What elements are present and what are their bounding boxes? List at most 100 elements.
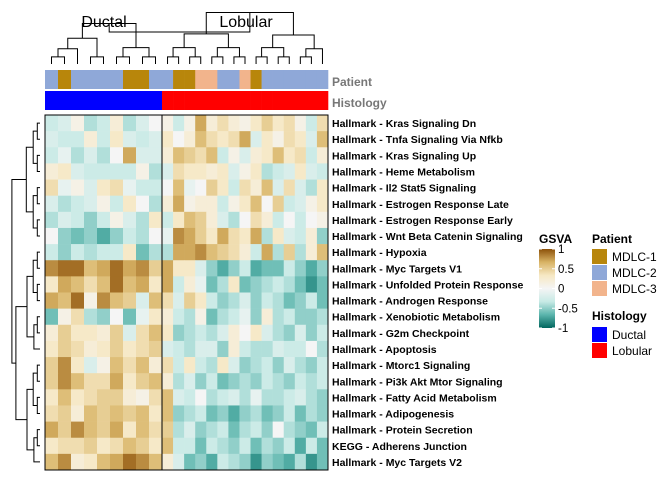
heatmap-cell <box>206 421 218 439</box>
heatmap-cell <box>123 244 137 261</box>
dendrogram-branch <box>211 56 224 64</box>
heatmap-cell <box>250 340 262 358</box>
heatmap-cell <box>162 115 174 132</box>
heatmap-cell <box>239 195 251 213</box>
patient-annotation-cell <box>162 70 174 89</box>
heatmap-cell <box>217 453 229 471</box>
dendrogram-branch <box>36 429 40 447</box>
heatmap-cell <box>97 227 111 245</box>
heatmap-cell <box>162 437 174 455</box>
heatmap-cell <box>305 163 318 180</box>
heatmap-cell <box>228 437 240 455</box>
heatmap-cell <box>294 179 307 196</box>
heatmap-cell <box>184 179 196 196</box>
heatmap-cell <box>45 437 59 455</box>
dendrogram-branch <box>15 306 27 421</box>
histology-annotation-cell <box>316 91 329 110</box>
heatmap-cell <box>123 163 137 180</box>
heatmap-cell <box>261 340 273 358</box>
heatmap-cell <box>110 308 124 326</box>
heatmap-cell <box>228 131 240 148</box>
dendrogram-branch <box>32 130 38 164</box>
heatmap-cell <box>316 437 329 455</box>
dendrogram-branch <box>36 283 40 302</box>
heatmap-cell <box>195 131 207 148</box>
dendrogram-branch <box>183 33 229 48</box>
heatmap-cell <box>250 437 262 455</box>
heatmap-cell <box>110 260 124 277</box>
heatmap-cell <box>136 373 150 390</box>
heatmap-cell <box>316 131 329 148</box>
heatmap-cell <box>110 115 124 132</box>
heatmap-cell <box>45 340 59 358</box>
heatmap-cell <box>272 421 285 439</box>
heatmap-cell <box>250 163 262 180</box>
heatmap-cell <box>217 115 229 132</box>
heatmap-cell <box>228 373 240 390</box>
heatmap-cell <box>228 227 240 245</box>
heatmap-cell <box>84 211 98 229</box>
patient-annotation-cell <box>316 70 329 89</box>
heatmap-cell <box>305 324 318 342</box>
heatmap-cell <box>149 163 163 180</box>
dendrogram-branch <box>167 56 180 64</box>
dendrogram-branch <box>108 12 251 33</box>
heatmap-cell <box>272 163 285 180</box>
histology-legend-label: Ductal <box>612 328 646 342</box>
heatmap-cell <box>84 324 98 342</box>
patient-annotation-cell <box>195 70 207 89</box>
histology-annotation-cell <box>195 91 207 110</box>
heatmap-cell <box>173 340 185 358</box>
row-label: Hallmark - Kras Signaling Dn <box>332 118 476 130</box>
heatmap-cell <box>239 260 251 277</box>
heatmap-cell <box>305 340 318 358</box>
heatmap-cell <box>261 195 273 213</box>
heatmap-cell <box>316 195 329 213</box>
heatmap-cell <box>294 260 307 277</box>
heatmap-cell <box>239 357 251 374</box>
heatmap-cell <box>261 357 273 374</box>
heatmap-cell <box>97 292 111 309</box>
heatmap-cell <box>136 405 150 422</box>
heatmap-cell <box>45 292 59 309</box>
heatmap-cell <box>123 115 137 132</box>
heatmap-cell <box>97 195 111 213</box>
heatmap-cell <box>206 373 218 390</box>
row-label: Hallmark - Tnfa Signaling Via Nfkb <box>332 134 503 146</box>
heatmap-cells <box>45 115 329 471</box>
heatmap-cell <box>45 131 59 148</box>
heatmap-cell <box>305 227 318 245</box>
heatmap-cell <box>184 357 196 374</box>
heatmap-cell <box>239 179 251 196</box>
heatmap-cell <box>250 147 262 164</box>
heatmap-cell <box>58 389 72 406</box>
histology-annotation-cell <box>239 91 251 110</box>
heatmap-cell <box>162 421 174 439</box>
heatmap-cell <box>71 421 85 439</box>
heatmap-cell <box>239 453 251 471</box>
heatmap-cell <box>123 421 137 439</box>
heatmap-cell <box>97 421 111 439</box>
dendrogram-branch <box>11 179 27 364</box>
row-label: Hallmark - Myc Targets V2 <box>332 457 462 469</box>
heatmap-cell <box>316 373 329 390</box>
heatmap-cell <box>272 373 285 390</box>
heatmap-cell <box>283 179 296 196</box>
heatmap-cell <box>195 453 207 471</box>
heatmap-cell <box>283 389 296 406</box>
heatmap-cell <box>84 453 98 471</box>
heatmap-cell <box>239 405 251 422</box>
dendrogram-branch <box>32 195 38 229</box>
heatmap-cell <box>58 324 72 342</box>
histology-annotation-cell <box>58 91 72 110</box>
heatmap-cell <box>250 227 262 245</box>
heatmap-cell <box>272 453 285 471</box>
heatmap-cell <box>316 340 329 358</box>
heatmap-cell <box>217 292 229 309</box>
heatmap-cell <box>239 115 251 132</box>
patient-annotation-cell <box>261 70 273 89</box>
heatmap-cell <box>272 405 285 422</box>
heatmap-cell <box>45 147 59 164</box>
dendrogram-branch <box>233 56 246 64</box>
patient-annotation-cell <box>250 70 262 89</box>
